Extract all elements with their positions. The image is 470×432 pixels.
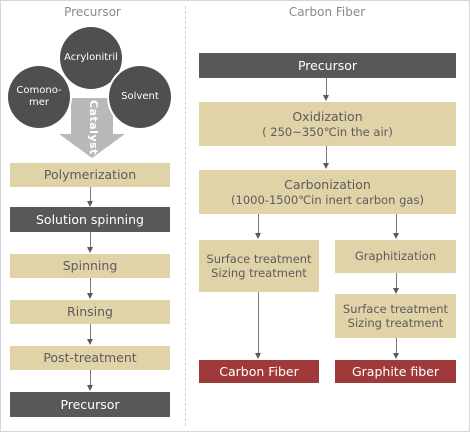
solvent-label: Solvent [121,91,159,102]
solvent-circle: Solvent [109,66,171,128]
precursor-input-step: Precursor [199,53,456,78]
arrow-down-icon [255,233,261,239]
spinning-step: Spinning [10,254,170,278]
carbon-fiber-section-title: Carbon Fiber [288,5,366,19]
precursor-output-step: Precursor [10,392,170,417]
connector-line [258,292,259,354]
connector-line [90,370,91,386]
carbonization-step: Carbonization (1000-1500℃in inert carbon… [199,170,456,214]
arrow-down-icon [393,353,399,359]
graphitization-step: Graphitization [335,240,456,273]
carbon-fiber-result: Carbon Fiber [199,360,319,383]
arrow-down-icon [87,339,93,345]
section-divider [185,6,186,426]
arrow-down-icon [323,163,329,169]
connector-line [90,232,91,248]
rinsing-step: Rinsing [10,300,170,324]
graphite-surface-sizing-treatment-step: Surface treatment Sizing treatment [335,294,456,338]
polymerization-step: Polymerization [10,163,170,187]
oxidization-title: Oxidization [292,109,363,124]
arrow-down-icon [87,385,93,391]
connector-line [326,78,327,96]
connector-line [396,214,397,234]
connector-line [90,278,91,294]
connector-line [396,273,397,289]
carbonization-condition: (1000-1500℃in inert carbon gas) [231,192,424,207]
acrylonitril-circle: Acrylonitril [60,27,122,89]
carbonization-title: Carbonization [284,177,371,192]
arrow-down-icon [255,353,261,359]
acrylonitril-label: Acrylonitril [64,52,118,63]
oxidization-condition: ( 250~350℃in the air) [262,124,393,139]
arrow-down-icon [393,233,399,239]
graphite-fiber-result: Graphite fiber [335,360,456,383]
comonomer-label: Comono- mer [16,85,62,108]
arrow-down-icon [393,288,399,294]
connector-line [258,214,259,234]
connector-line [90,324,91,340]
connector-line [90,187,91,202]
solution-spinning-step: Solution spinning [10,207,170,232]
connector-line [326,146,327,164]
arrow-down-icon [323,95,329,101]
surface-sizing-treatment-step: Surface treatment Sizing treatment [199,240,319,292]
comonomer-circle: Comono- mer [8,66,70,128]
oxidization-step: Oxidization ( 250~350℃in the air) [199,102,456,146]
arrow-down-icon [87,293,93,299]
precursor-section-title: Precursor [64,5,121,19]
catalyst-arrow-icon [59,98,125,158]
catalyst-label: Catalyst [87,100,100,155]
connector-line [396,338,397,354]
arrow-down-icon [87,247,93,253]
post-treatment-step: Post-treatment [10,346,170,370]
arrow-down-icon [87,201,93,207]
